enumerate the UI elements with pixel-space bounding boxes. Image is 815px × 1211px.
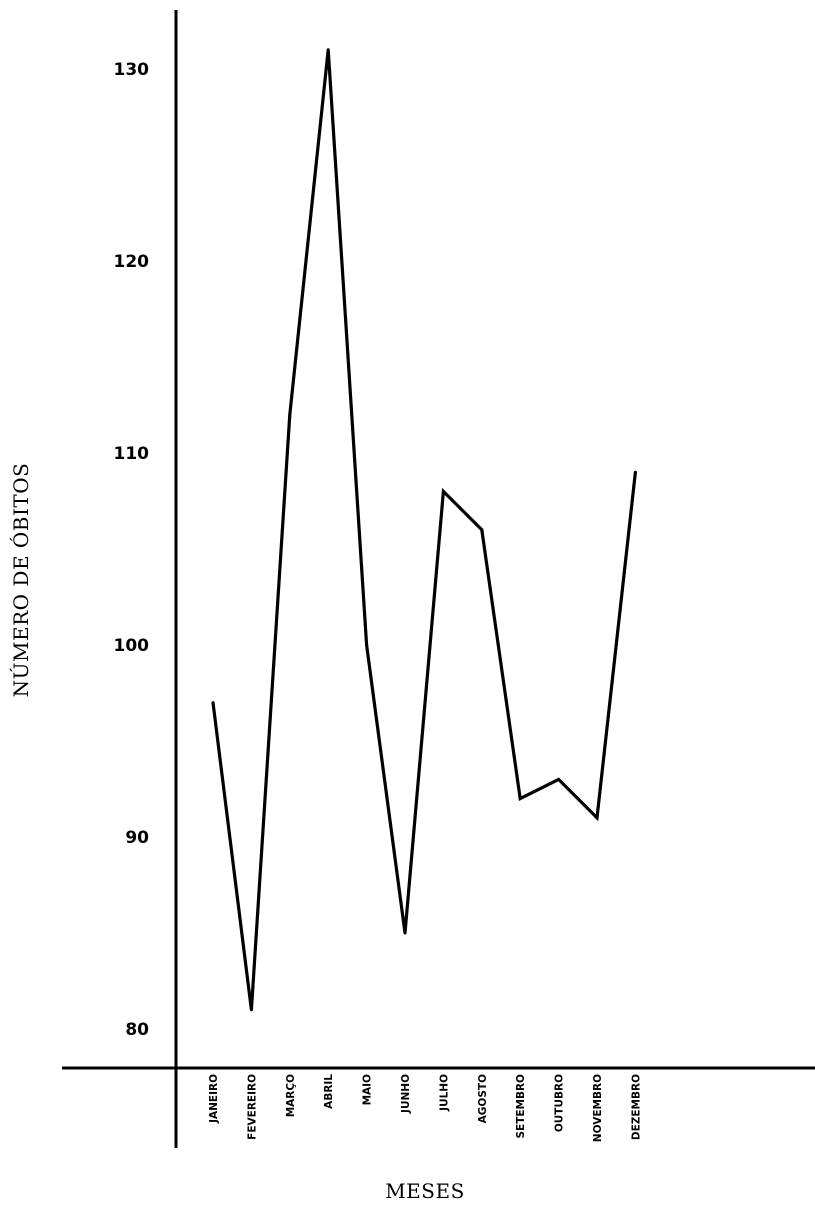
x-tick-label: AGOSTO: [477, 1074, 489, 1123]
y-tick-label: 110: [114, 444, 150, 464]
x-tick-label: JUNHO: [400, 1074, 412, 1114]
y-tick-labels: 80 90 100 110 120 130: [114, 60, 150, 1040]
data-point: [595, 816, 599, 820]
x-tick-label: ABRIL: [323, 1074, 335, 1109]
x-tick-label: JULHO: [438, 1074, 450, 1112]
x-tick-label: MAIO: [362, 1074, 374, 1105]
series-group: [211, 48, 637, 1012]
x-tick-label: FEVEREIRO: [246, 1074, 258, 1140]
y-tick-label: 80: [125, 1020, 149, 1040]
x-tick-label: JANEIRO: [208, 1074, 220, 1124]
data-point: [365, 643, 369, 647]
data-point: [480, 528, 484, 532]
data-point: [633, 470, 637, 474]
x-tick-label: NOVEMBRO: [592, 1074, 604, 1142]
x-axis-title: MESES: [385, 1179, 465, 1203]
y-tick-label: 130: [114, 60, 150, 80]
data-point: [557, 777, 561, 781]
data-point: [518, 797, 522, 801]
y-tick-label: 100: [114, 636, 150, 656]
series-line: [211, 49, 637, 1010]
data-point: [403, 931, 407, 935]
data-point: [441, 489, 445, 493]
data-point: [211, 701, 215, 705]
x-tick-label: DEZEMBRO: [630, 1074, 642, 1140]
y-tick-label: 90: [125, 828, 149, 848]
data-point: [288, 413, 292, 417]
data-point: [326, 48, 330, 52]
y-axis-title: NÚMERO DE ÓBITOS: [8, 463, 33, 698]
x-tick-label: MARÇO: [285, 1074, 297, 1117]
x-tick-labels: JANEIRO FEVEREIRO MARÇO ABRIL MAIO JUNHO JULHO…: [208, 1074, 642, 1143]
x-tick-label: OUTUBRO: [554, 1074, 566, 1132]
data-point: [249, 1008, 253, 1012]
x-tick-label: SETEMBRO: [515, 1074, 527, 1139]
y-tick-label: 120: [114, 252, 150, 272]
